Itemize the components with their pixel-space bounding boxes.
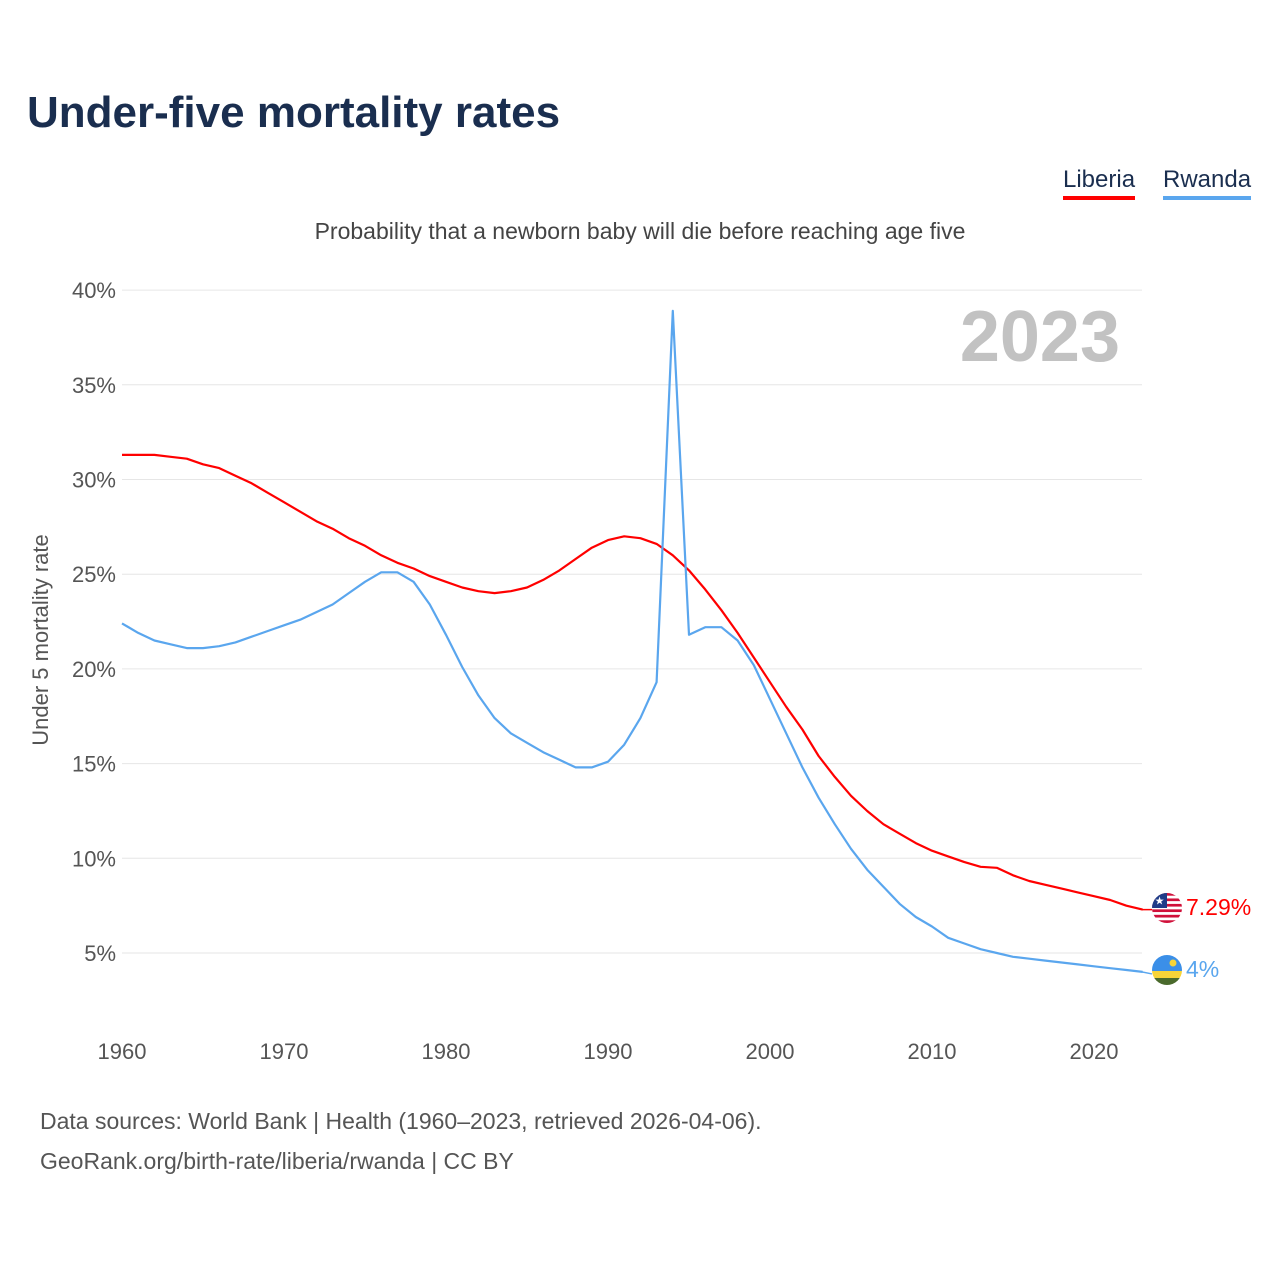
legend-item-rwanda[interactable]: Rwanda (1163, 166, 1252, 200)
x-tick-label: 1970 (260, 1039, 309, 1064)
x-tick-label: 1960 (98, 1039, 147, 1064)
y-tick-label: 35% (72, 373, 116, 398)
end-label-liberia: 7.29% (1186, 894, 1252, 920)
x-tick-label: 2020 (1070, 1039, 1119, 1064)
x-tick-label: 1990 (584, 1039, 633, 1064)
legend-item-liberia[interactable]: Liberia (1063, 166, 1136, 200)
year-label: 2023 (959, 297, 1120, 377)
end-label-rwanda: 4% (1186, 956, 1220, 982)
y-tick-label: 25% (72, 562, 116, 587)
y-tick-label: 10% (72, 846, 116, 871)
rwanda-flag-icon (1152, 955, 1182, 985)
source-line-2[interactable]: GeoRank.org/birth-rate/liberia/rwanda | … (40, 1148, 514, 1174)
liberia-flag-icon: ★ (1152, 893, 1182, 923)
y-tick-label: 30% (72, 468, 116, 493)
chart-title: Under-five mortality rates (27, 88, 561, 137)
x-tick-label: 1980 (422, 1039, 471, 1064)
chart-subtitle: Probability that a newborn baby will die… (314, 218, 966, 244)
svg-text:★: ★ (1155, 896, 1165, 908)
x-tick-label: 2000 (746, 1039, 795, 1064)
series-line-rwanda (121, 309, 1143, 973)
series-line-liberia (122, 453, 1143, 911)
source-line-1: Data sources: World Bank | Health (1960–… (40, 1108, 762, 1134)
y-tick-label: 5% (84, 941, 116, 966)
x-tick-label: 2010 (908, 1039, 957, 1064)
y-tick-label: 40% (72, 278, 116, 303)
leader-line (1141, 971, 1153, 975)
y-tick-label: 15% (72, 752, 116, 777)
y-tick-label: 20% (72, 657, 116, 682)
